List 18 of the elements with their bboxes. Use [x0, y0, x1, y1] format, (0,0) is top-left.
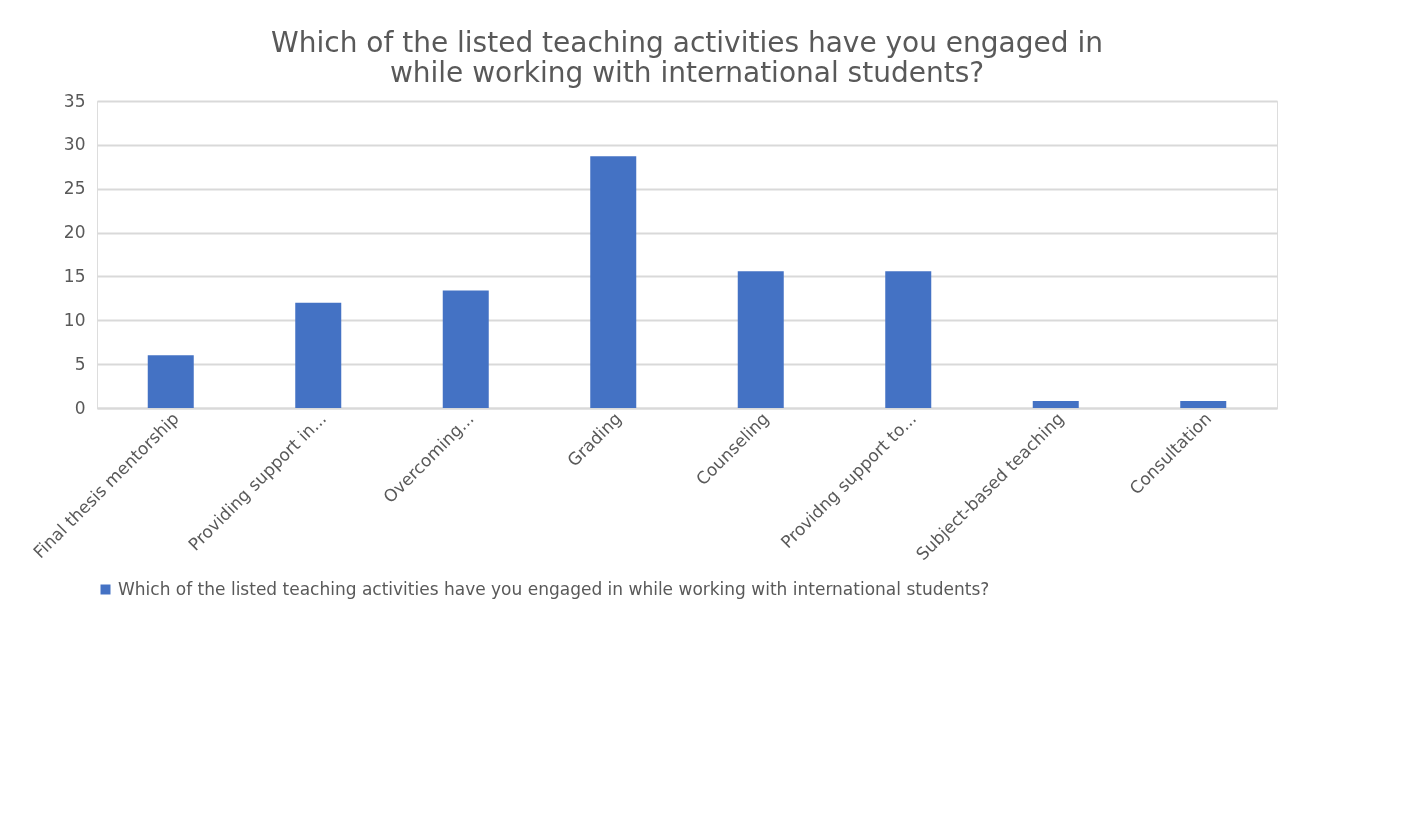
- y-tick-label: 25: [63, 178, 86, 199]
- bar: [1032, 400, 1079, 408]
- y-tick-label: 35: [63, 90, 86, 111]
- bar: [147, 355, 194, 408]
- text: Which of the listed teaching activities have you engaged in: [271, 26, 1103, 59]
- y-tick-label: 20: [63, 222, 86, 243]
- y-tick-label: 10: [63, 309, 86, 330]
- bar: [737, 271, 784, 408]
- bar: [590, 156, 637, 408]
- y-tick-label: 30: [63, 134, 86, 155]
- bar: [1180, 400, 1227, 408]
- y-tick-label: 5: [74, 353, 86, 374]
- legend-label: Which of the listed teaching activities have you engaged in while working with international students?: [118, 578, 990, 599]
- bar: [442, 290, 489, 408]
- bar: [885, 271, 932, 408]
- bar: [295, 302, 342, 408]
- y-tick-label: 15: [63, 265, 86, 286]
- y-tick-label: 0: [74, 397, 86, 418]
